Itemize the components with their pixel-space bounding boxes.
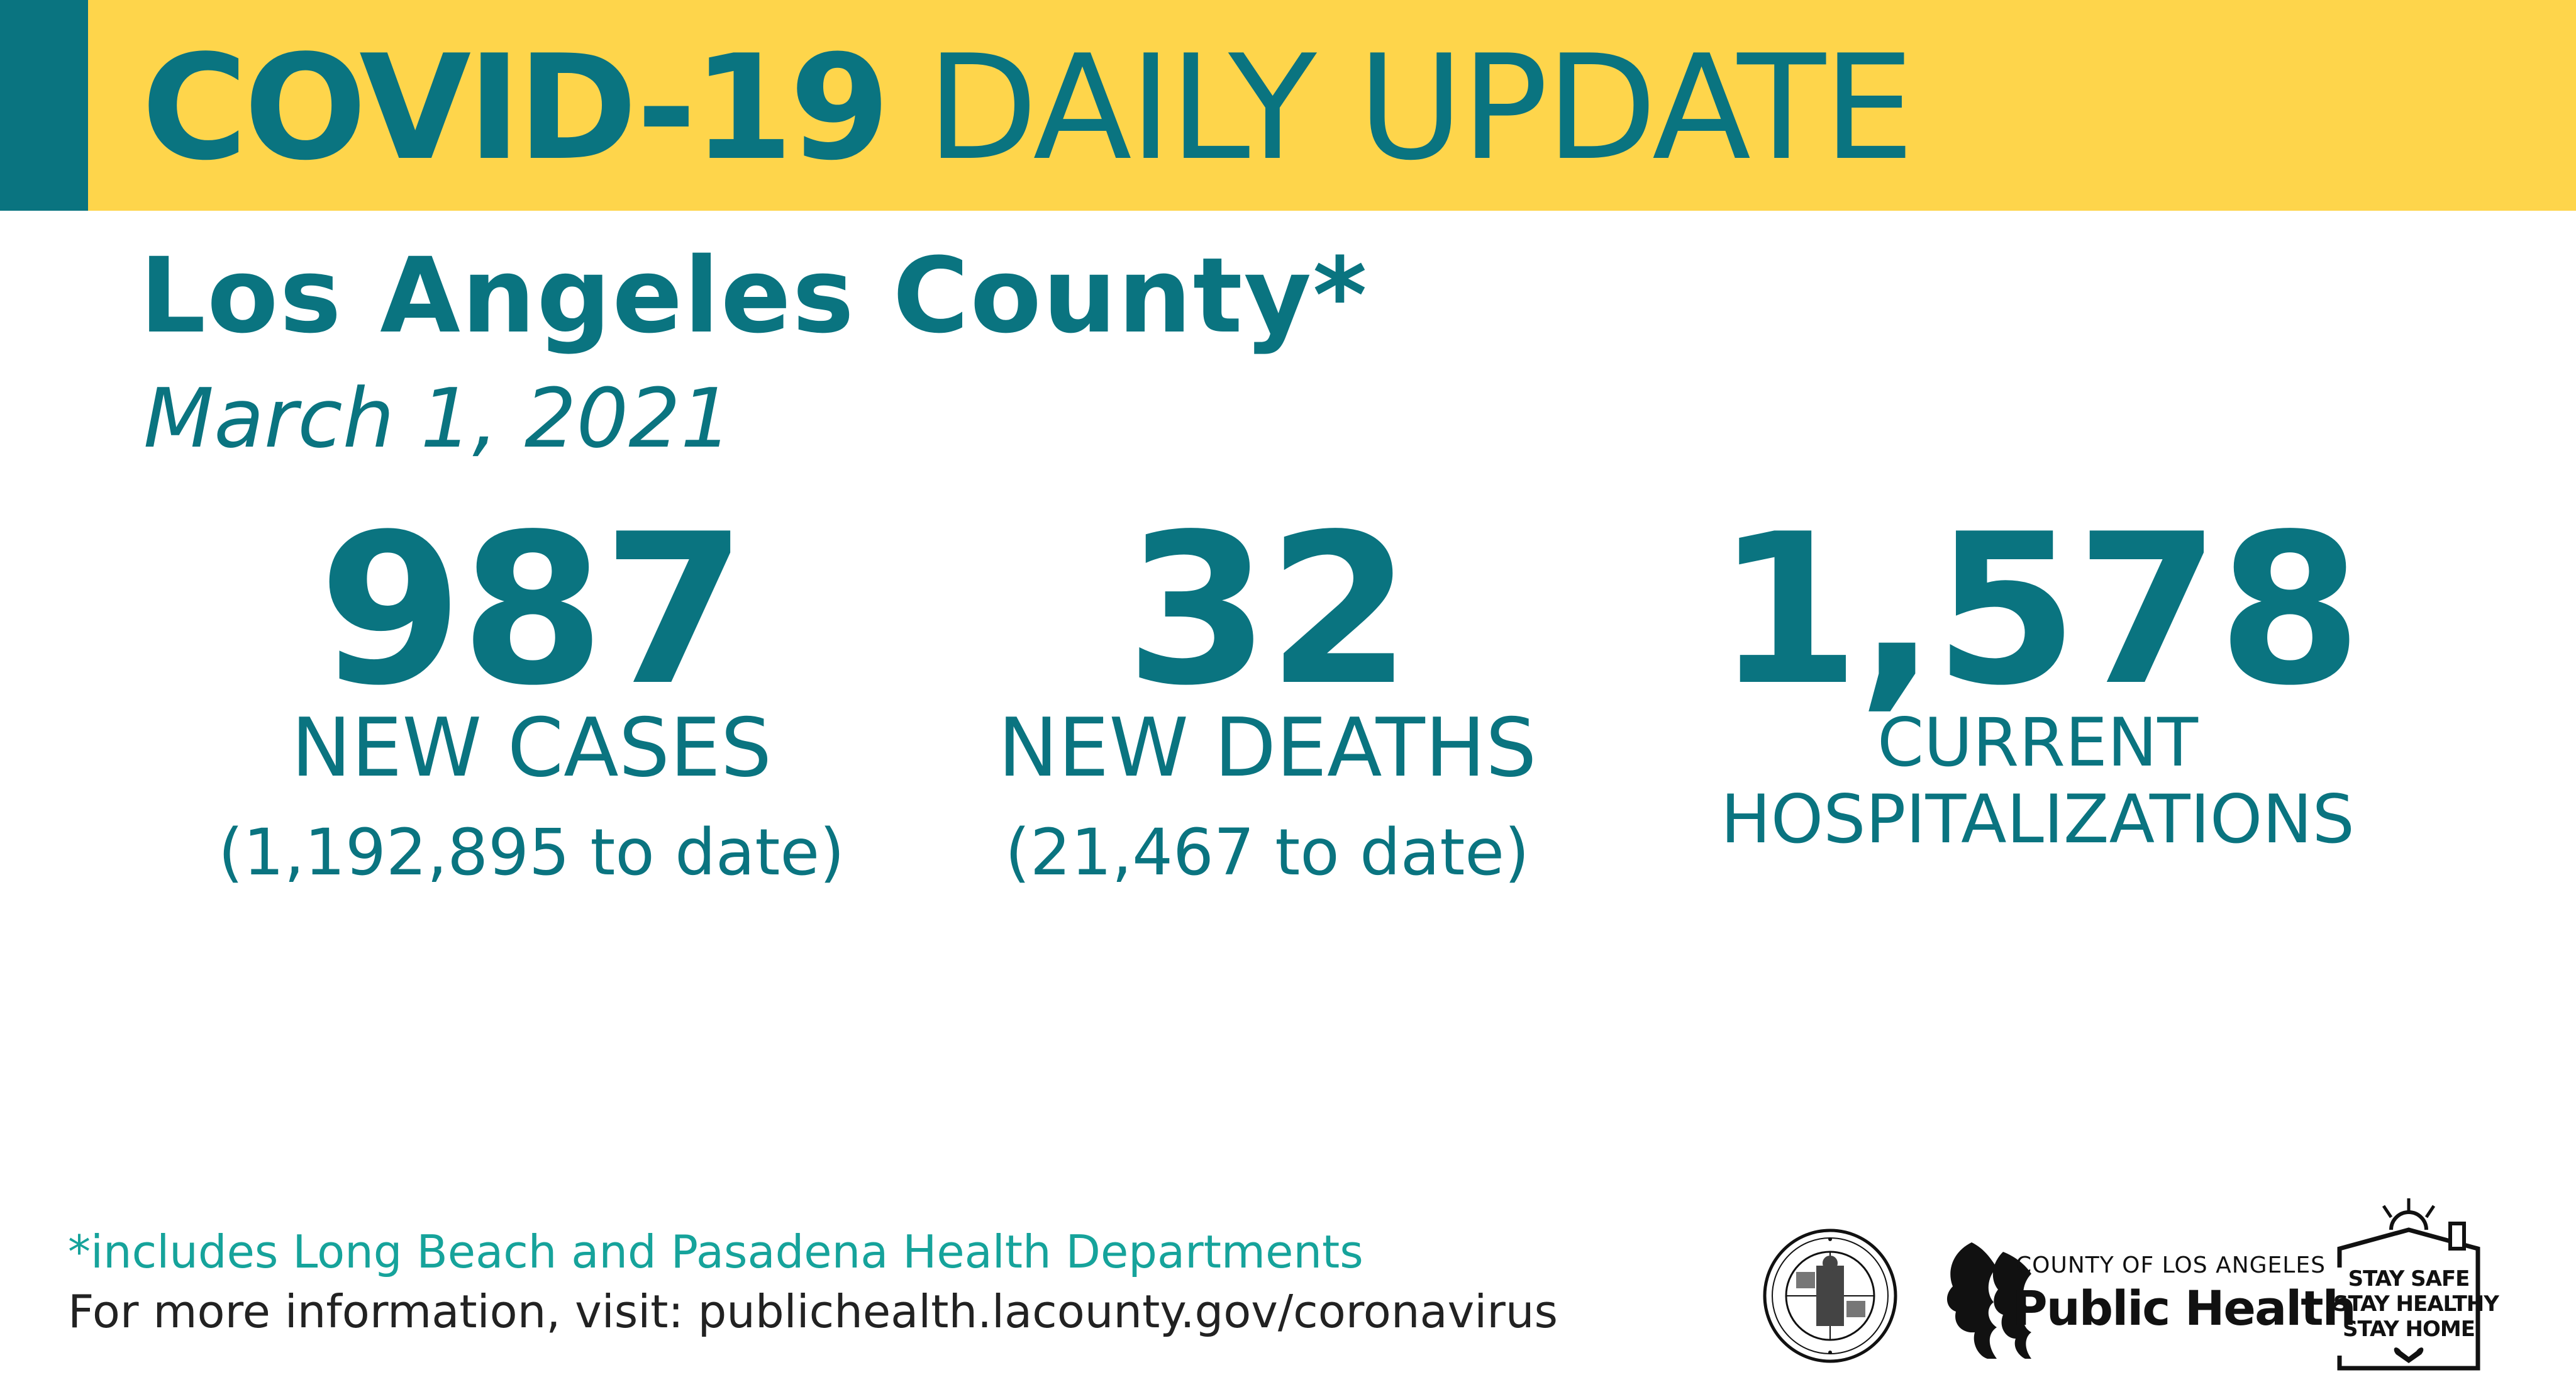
report-date: March 1, 2021 [143, 371, 733, 466]
stay-safe-line-3: STAY HOME [2343, 1317, 2475, 1342]
new-cases-label: NEW CASES [291, 701, 772, 795]
stay-safe-line-2: STAY HEALTHY [2333, 1291, 2499, 1317]
banner-title-bold: COVID-19 [142, 25, 890, 192]
house-outline-icon [2337, 1198, 2480, 1371]
public-health-logo-icon [1946, 1242, 2031, 1359]
cases-to-date: (1,192,895 to date) [218, 815, 845, 890]
new-cases-value: 987 [318, 489, 747, 731]
stat-current-hospitalizations: 1,578 CURRENT HOSPITALIZATIONS [1660, 489, 2415, 858]
banner-accent-bar [0, 0, 88, 211]
footnote-includes: *includes Long Beach and Pasadena Health… [68, 1225, 1363, 1278]
county-seal-icon [1763, 1229, 1897, 1363]
new-deaths-label: NEW DEATHS [997, 701, 1537, 795]
stat-new-cases: 987 NEW CASES (1,192,895 to date) [214, 489, 849, 891]
banner-title-light: DAILY UPDATE [926, 25, 1914, 192]
public-health-label: Public Health [2012, 1280, 2357, 1336]
hospitalizations-label-line2: HOSPITALIZATIONS [1721, 781, 2355, 858]
hospitalizations-value: 1,578 [1716, 489, 2362, 731]
footnote-more-info: For more information, visit: publichealt… [68, 1285, 1558, 1338]
county-heading: Los Angeles County* [140, 235, 1368, 356]
stay-safe-badge: STAY SAFE STAY HEALTHY STAY HOME [2333, 1198, 2499, 1374]
banner-title: COVID-19 DAILY UPDATE [142, 33, 1914, 184]
hospitalizations-label-line1: CURRENT [1877, 704, 2198, 781]
new-deaths-value: 32 [1125, 489, 1411, 731]
title-banner: COVID-19 DAILY UPDATE [0, 0, 2576, 211]
public-health-county-label: COUNTY OF LOS ANGELES [2016, 1252, 2326, 1278]
deaths-to-date: (21,467 to date) [1005, 815, 1530, 890]
stat-new-deaths: 32 NEW DEATHS (21,467 to date) [950, 489, 1585, 891]
stay-safe-line-1: STAY SAFE [2348, 1266, 2470, 1291]
